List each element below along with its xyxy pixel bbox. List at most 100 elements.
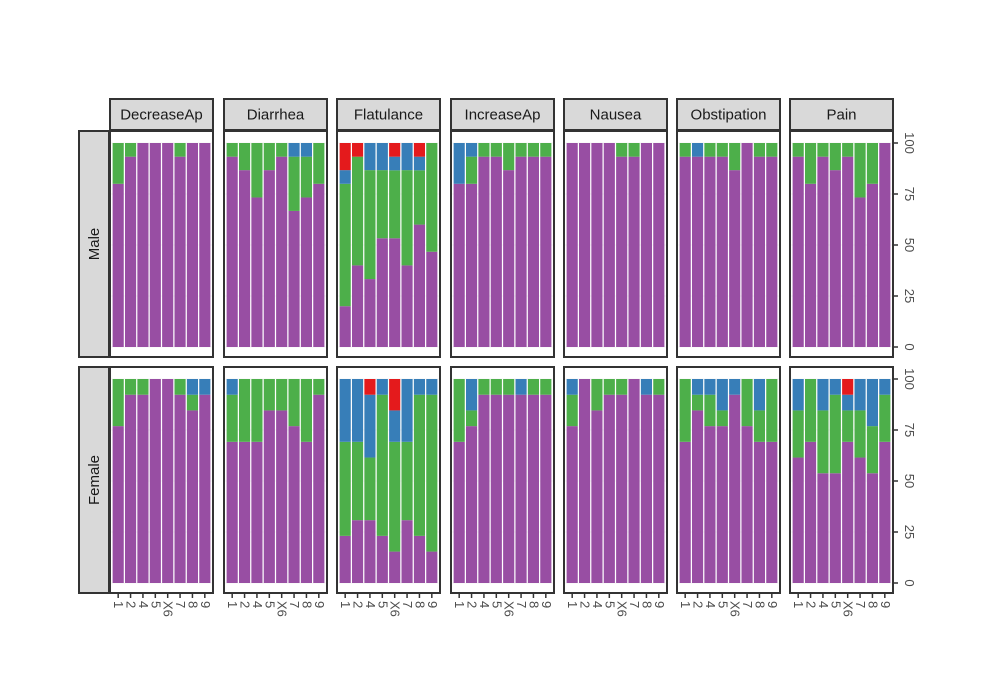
x-tick-label: 2 (238, 601, 253, 608)
bar-segment-purple (364, 520, 376, 583)
bar-segment-green (854, 410, 866, 458)
bar-segment-green (716, 410, 728, 427)
bar-segment-purple (503, 170, 515, 347)
bar-segment-purple (540, 394, 552, 583)
bar-segment-blue (729, 379, 741, 395)
bar-segment-purple (804, 441, 817, 583)
x-tick-label: 7 (627, 601, 642, 608)
bar-segment-red (389, 379, 401, 411)
bar-segment-green (364, 170, 376, 280)
bar-segment-purple (174, 156, 186, 347)
bar-segment-green (174, 379, 186, 395)
bar-segment-blue (413, 156, 426, 171)
bar-segment-green (300, 379, 313, 442)
bar-segment-green (540, 143, 552, 157)
bar-segment-green (276, 143, 288, 157)
panel-border (109, 130, 214, 358)
x-tick-label: 7 (173, 601, 188, 608)
bar-segment-green (804, 379, 817, 442)
bar-segment-blue (199, 379, 211, 395)
bar-segment-purple (251, 441, 263, 583)
bar-segment-blue (389, 156, 401, 171)
bar-segment-green (226, 394, 238, 442)
bar-segment-green (741, 379, 753, 427)
bar-segment-green (276, 379, 288, 411)
bar-segment-green (527, 143, 540, 157)
row-label-female: Female (86, 455, 103, 505)
panel-male-increaseap (450, 130, 555, 358)
bar-segment-green (591, 379, 603, 411)
bar-segment-green (389, 170, 401, 239)
bar-segment-purple (515, 394, 527, 583)
bar-segment-green (817, 143, 829, 157)
facet-label-obstipation: Obstipation (691, 107, 767, 124)
bar-segment-green (313, 143, 325, 184)
bar-segment-purple (628, 379, 640, 583)
bar-segment-purple (578, 379, 591, 583)
x-tick-label: X6 (615, 601, 630, 617)
bar-segment-green (679, 379, 691, 442)
bar-segment-green (288, 156, 300, 211)
bar-segment-purple (616, 394, 628, 583)
bar-segment-purple (351, 265, 364, 347)
y-tick-label: 75 (902, 187, 917, 201)
bar-segment-purple (478, 156, 490, 347)
bar-segment-purple (842, 156, 854, 347)
bar-segment-blue (453, 143, 465, 184)
bar-segment-purple (829, 473, 841, 583)
x-tick-label: 2 (691, 601, 706, 608)
x-tick-label: 8 (299, 601, 314, 608)
bar-segment-green (792, 410, 804, 458)
bar-segment-purple (413, 224, 426, 347)
x-tick-label: 2 (465, 601, 480, 608)
bar-segment-purple (716, 426, 728, 583)
x-tick-label: X6 (275, 601, 290, 617)
bar-segment-green (453, 379, 465, 442)
x-tick-label: 4 (250, 601, 265, 608)
bar-segment-purple (603, 394, 615, 583)
bar-segment-purple (453, 183, 465, 347)
bar-segment-purple (829, 170, 841, 347)
bar-segment-blue (226, 379, 238, 395)
bar-segment-purple (351, 520, 364, 583)
panel-border (336, 366, 441, 594)
x-tick-label: 7 (740, 601, 755, 608)
bar-segment-green (263, 379, 275, 411)
bar-segment-purple (640, 143, 653, 347)
facet-label-pain: Pain (826, 107, 856, 124)
bar-segment-green (426, 143, 438, 252)
bar-segment-blue (753, 379, 766, 411)
bar-segment-green (339, 183, 351, 307)
bar-segment-green (263, 143, 275, 171)
bar-segment-green (527, 379, 540, 395)
panel-border (336, 130, 441, 358)
bar-segment-purple (804, 183, 817, 347)
bar-segment-blue (339, 379, 351, 442)
bar-segment-purple (679, 441, 691, 583)
x-tick-label: 1 (111, 601, 126, 608)
panel-male-decreaseap (109, 130, 214, 358)
y-tick-label: 50 (902, 238, 917, 252)
bar-segment-purple (389, 551, 401, 583)
panel-border (223, 130, 328, 358)
bar-segment-red (339, 143, 351, 171)
x-tick-label: 9 (198, 601, 213, 608)
bar-segment-purple (503, 394, 515, 583)
x-tick-label: 4 (477, 601, 492, 608)
bar-segment-green (313, 379, 325, 395)
x-tick-label: 1 (452, 601, 467, 608)
bar-segment-green (186, 394, 199, 411)
bar-segment-purple (527, 394, 540, 583)
bar-segment-purple (640, 394, 653, 583)
bar-segment-purple (478, 394, 490, 583)
bar-segment-blue (691, 143, 704, 157)
bar-segment-green (339, 441, 351, 536)
bar-segment-purple (566, 143, 578, 347)
bar-segment-purple (741, 143, 753, 347)
bar-segment-purple (866, 183, 879, 347)
bar-segment-green (766, 379, 778, 442)
bar-segment-green (226, 143, 238, 157)
bar-segment-purple (263, 170, 275, 347)
bar-segment-blue (339, 170, 351, 184)
